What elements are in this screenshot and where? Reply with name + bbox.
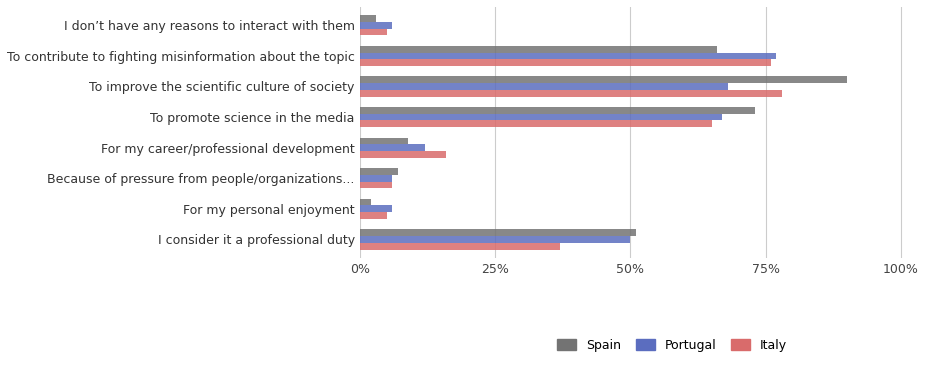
Bar	[360, 206, 392, 212]
Bar	[360, 15, 376, 22]
Bar	[360, 168, 397, 175]
Bar	[360, 29, 387, 36]
Bar	[360, 52, 776, 59]
Bar	[360, 107, 755, 114]
Bar	[360, 76, 847, 83]
Bar	[360, 46, 717, 52]
Bar	[360, 22, 392, 29]
Bar	[360, 212, 387, 219]
Bar	[360, 83, 727, 90]
Bar	[360, 114, 723, 120]
Bar	[360, 151, 446, 158]
Bar	[360, 199, 370, 206]
Legend: Spain, Portugal, Italy: Spain, Portugal, Italy	[553, 334, 792, 357]
Bar	[360, 138, 409, 144]
Bar	[360, 243, 560, 249]
Bar	[360, 120, 712, 127]
Bar	[360, 229, 636, 236]
Bar	[360, 59, 771, 66]
Bar	[360, 90, 782, 97]
Bar	[360, 175, 392, 181]
Bar	[360, 181, 392, 188]
Bar	[360, 144, 424, 151]
Bar	[360, 236, 630, 243]
